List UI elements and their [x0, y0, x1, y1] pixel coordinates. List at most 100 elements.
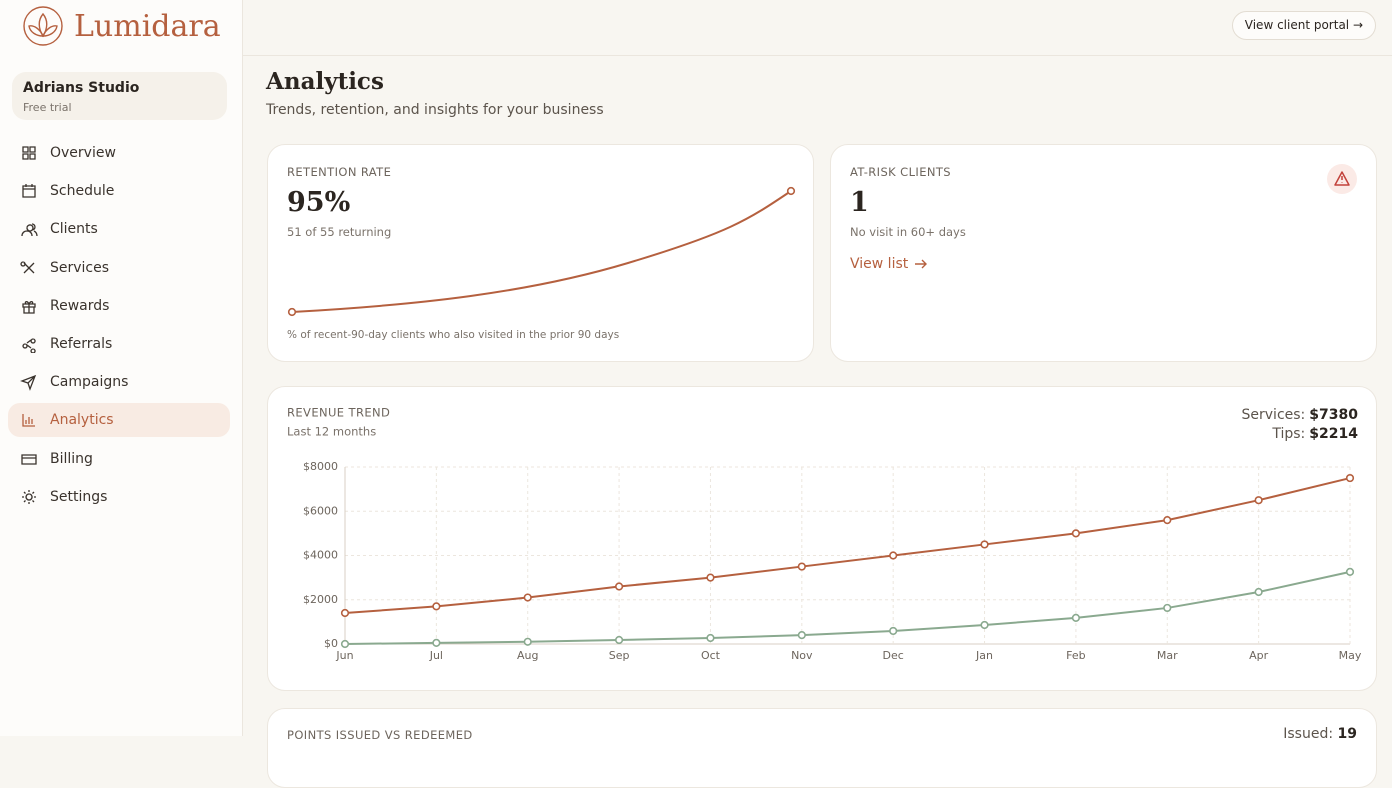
view-list-link[interactable]: View list: [850, 256, 928, 272]
nav-label: Overview: [50, 145, 116, 161]
summary-value: $7380: [1309, 407, 1358, 423]
nav-item[interactable]: Analytics: [8, 403, 230, 438]
nav-item[interactable]: Clients: [8, 212, 230, 246]
nav-icon: [22, 300, 36, 314]
y-tick-label: $0: [324, 637, 338, 650]
summary: Services: $7380: [1242, 407, 1359, 423]
portal-button[interactable]: View client portal →: [1231, 11, 1376, 40]
nav-item[interactable]: Billing: [8, 442, 230, 476]
at-risk-card: AT-RISK CLIENTS 1 No visit in 60+ days V…: [830, 144, 1377, 362]
arrow-icon: [915, 259, 928, 269]
nav-label: Services: [50, 259, 110, 276]
nav-label: Rewards: [50, 297, 110, 314]
y-tick-label: $8000: [303, 460, 338, 473]
page: Lumidara Adrians Studio Free trial Overvi…: [8, 0, 1392, 788]
data-point: [980, 620, 989, 630]
summary: Tips: $2214: [1271, 426, 1358, 442]
series-line: [344, 570, 1351, 645]
data-point: [797, 562, 806, 571]
x-tick-label: Aug: [517, 649, 538, 662]
data-point: [523, 637, 532, 646]
retention-card: RETENTION RATE 95% 51 of 55 returning % …: [267, 144, 814, 362]
card-detail: No visit in 60+ days: [850, 225, 966, 239]
studio-name: Adrians Studio: [23, 80, 140, 96]
nav-icon: [22, 146, 36, 160]
nav-label: Referrals: [50, 335, 113, 352]
nav-item[interactable]: Campaigns: [8, 365, 230, 399]
issued-value: 19: [1337, 726, 1357, 742]
x-tick-label: Jul: [429, 649, 443, 662]
nav-item[interactable]: Schedule: [8, 174, 230, 208]
brand: Lumidara: [74, 8, 221, 44]
nav-icon: [22, 489, 36, 504]
summary-label: Tips:: [1271, 426, 1305, 442]
nav-item[interactable]: Overview: [8, 136, 230, 170]
data-point: [1071, 613, 1081, 622]
studio-switcher[interactable]: Adrians Studio Free trial: [12, 72, 227, 120]
nav-item[interactable]: Referrals: [8, 327, 230, 361]
plan: Free trial: [23, 101, 72, 114]
data-point: [340, 639, 350, 649]
issued-summary: Issued: 19: [1283, 726, 1357, 742]
data-point: [980, 540, 989, 549]
warning-icon: [1327, 164, 1357, 194]
card-value: 1: [850, 187, 869, 218]
y-tick-label: $6000: [303, 504, 338, 517]
data-point: [340, 608, 350, 618]
x-tick-label: Feb: [1066, 649, 1085, 662]
revenue-card: REVENUE TREND Last 12 months $0 $2000 $400…: [267, 386, 1377, 691]
card-value: 95%: [287, 187, 351, 218]
x-tick-label: Dec: [883, 649, 904, 662]
topbar: View client portal →: [243, 0, 1392, 56]
data-point: [1254, 587, 1263, 597]
x-tick-label: Apr: [1249, 649, 1269, 662]
card-label: POINTS ISSUED VS REDEEMED: [287, 728, 473, 742]
nav-label: Clients: [50, 221, 98, 238]
x-tick-label: Sep: [609, 649, 630, 662]
data-point: [432, 602, 441, 611]
x-tick-label: May: [1339, 649, 1362, 662]
summary-label: Services:: [1242, 407, 1306, 423]
nav-label: Analytics: [50, 412, 114, 429]
nav-item[interactable]: Rewards: [8, 289, 230, 323]
nav-label: Billing: [50, 450, 93, 467]
points-card: POINTS ISSUED VS REDEEMED Issued: 19: [267, 708, 1377, 788]
card-footnote: % of recent-90-day clients who also visi…: [287, 329, 620, 341]
sparkline: [287, 186, 796, 317]
data-point: [889, 626, 898, 636]
data-point: [1071, 529, 1081, 538]
y-tick-label: $4000: [303, 549, 338, 562]
data-point: [1345, 567, 1355, 576]
data-point: [1163, 515, 1172, 525]
data-point: [432, 638, 441, 647]
x-tick-label: Jun: [335, 649, 353, 662]
nav-item[interactable]: Settings: [8, 480, 230, 514]
data-point: [889, 551, 898, 560]
revenue-chart: REVENUE TREND Last 12 months $0 $2000 $400…: [287, 406, 1362, 663]
card-label: AT-RISK CLIENTS: [850, 165, 951, 179]
card-label: RETENTION RATE: [287, 165, 392, 179]
summary-value: $2214: [1309, 426, 1358, 442]
data-point: [797, 631, 806, 640]
data-point: [706, 573, 715, 582]
x-tick-label: Oct: [701, 649, 721, 662]
link-text: View list: [850, 256, 909, 272]
nav-label: Campaigns: [50, 374, 129, 391]
data-point: [1163, 603, 1172, 613]
nav-icon: [22, 184, 36, 198]
logo-icon: [23, 6, 63, 46]
page-subtitle: Trends, retention, and insights for your…: [266, 102, 604, 118]
nav-icon: [21, 223, 38, 237]
data-point: [614, 635, 624, 645]
nav-icon: [20, 260, 35, 274]
issued-label: Issued:: [1283, 726, 1334, 742]
logo[interactable]: Lumidara: [20, 6, 221, 46]
x-tick-label: Nov: [791, 649, 813, 662]
x-tick-label: Mar: [1157, 649, 1178, 662]
data-point: [614, 582, 624, 591]
page-title: Analytics: [266, 68, 384, 95]
data-point: [1345, 473, 1355, 483]
nav-item[interactable]: Services: [8, 251, 230, 285]
data-point: [523, 593, 532, 602]
nav-icon: [20, 374, 37, 392]
